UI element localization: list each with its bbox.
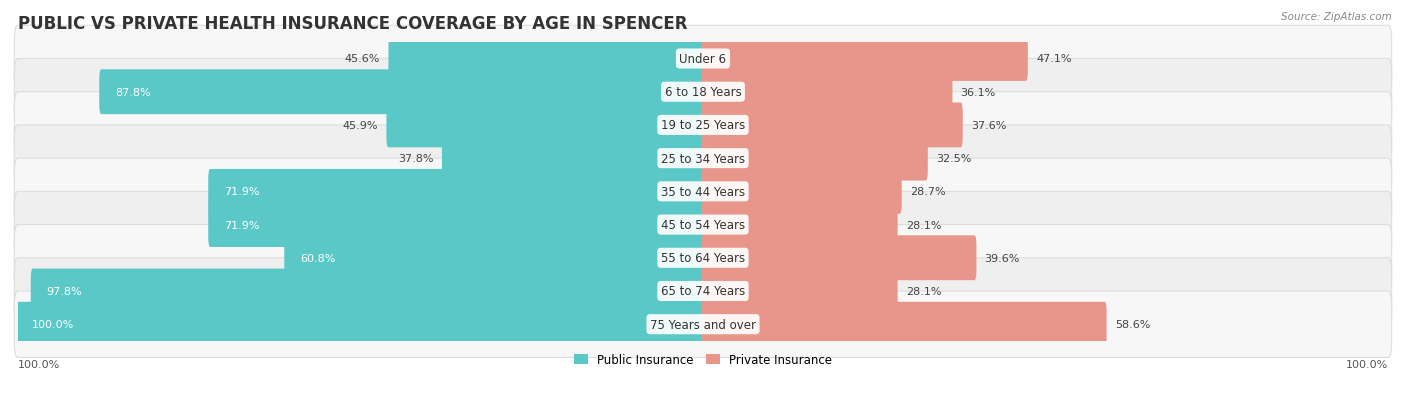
FancyBboxPatch shape: [14, 192, 1392, 258]
FancyBboxPatch shape: [14, 258, 1392, 325]
FancyBboxPatch shape: [702, 302, 1107, 347]
FancyBboxPatch shape: [14, 26, 1392, 93]
FancyBboxPatch shape: [388, 37, 704, 82]
FancyBboxPatch shape: [284, 236, 704, 280]
Text: PUBLIC VS PRIVATE HEALTH INSURANCE COVERAGE BY AGE IN SPENCER: PUBLIC VS PRIVATE HEALTH INSURANCE COVER…: [18, 15, 688, 33]
Text: 37.6%: 37.6%: [972, 121, 1007, 131]
FancyBboxPatch shape: [14, 126, 1392, 192]
Text: 25 to 34 Years: 25 to 34 Years: [661, 152, 745, 165]
Text: 39.6%: 39.6%: [984, 253, 1019, 263]
FancyBboxPatch shape: [208, 169, 704, 214]
FancyBboxPatch shape: [702, 236, 976, 280]
Text: 75 Years and over: 75 Years and over: [650, 318, 756, 331]
Text: 45.6%: 45.6%: [344, 55, 380, 64]
FancyBboxPatch shape: [702, 37, 1028, 82]
FancyBboxPatch shape: [14, 291, 1392, 358]
FancyBboxPatch shape: [14, 59, 1392, 126]
FancyBboxPatch shape: [100, 70, 704, 115]
FancyBboxPatch shape: [702, 103, 963, 148]
Text: Under 6: Under 6: [679, 53, 727, 66]
Text: 60.8%: 60.8%: [299, 253, 336, 263]
FancyBboxPatch shape: [387, 103, 704, 148]
Text: 47.1%: 47.1%: [1036, 55, 1071, 64]
Text: 45.9%: 45.9%: [343, 121, 378, 131]
Text: 100.0%: 100.0%: [1346, 359, 1388, 369]
Text: 35 to 44 Years: 35 to 44 Years: [661, 185, 745, 198]
FancyBboxPatch shape: [702, 169, 901, 214]
FancyBboxPatch shape: [14, 93, 1392, 159]
Text: 100.0%: 100.0%: [18, 359, 60, 369]
FancyBboxPatch shape: [208, 203, 704, 247]
Text: 58.6%: 58.6%: [1115, 319, 1150, 330]
FancyBboxPatch shape: [441, 136, 704, 181]
Text: 28.1%: 28.1%: [905, 286, 942, 296]
Text: 55 to 64 Years: 55 to 64 Years: [661, 252, 745, 265]
Text: 32.5%: 32.5%: [936, 154, 972, 164]
Text: 6 to 18 Years: 6 to 18 Years: [665, 86, 741, 99]
Legend: Public Insurance, Private Insurance: Public Insurance, Private Insurance: [569, 349, 837, 371]
Text: 37.8%: 37.8%: [398, 154, 433, 164]
FancyBboxPatch shape: [702, 203, 897, 247]
Text: 71.9%: 71.9%: [224, 220, 260, 230]
Text: 28.1%: 28.1%: [905, 220, 942, 230]
Text: 97.8%: 97.8%: [46, 286, 82, 296]
FancyBboxPatch shape: [31, 269, 704, 313]
Text: 87.8%: 87.8%: [115, 88, 150, 97]
Text: 100.0%: 100.0%: [31, 319, 73, 330]
Text: 28.7%: 28.7%: [910, 187, 946, 197]
FancyBboxPatch shape: [702, 70, 952, 115]
Text: Source: ZipAtlas.com: Source: ZipAtlas.com: [1281, 12, 1392, 22]
FancyBboxPatch shape: [14, 225, 1392, 291]
FancyBboxPatch shape: [702, 136, 928, 181]
Text: 71.9%: 71.9%: [224, 187, 260, 197]
Text: 36.1%: 36.1%: [960, 88, 995, 97]
Text: 19 to 25 Years: 19 to 25 Years: [661, 119, 745, 132]
FancyBboxPatch shape: [702, 269, 897, 313]
Text: 45 to 54 Years: 45 to 54 Years: [661, 218, 745, 232]
FancyBboxPatch shape: [14, 159, 1392, 225]
Text: 65 to 74 Years: 65 to 74 Years: [661, 285, 745, 298]
FancyBboxPatch shape: [15, 302, 704, 347]
